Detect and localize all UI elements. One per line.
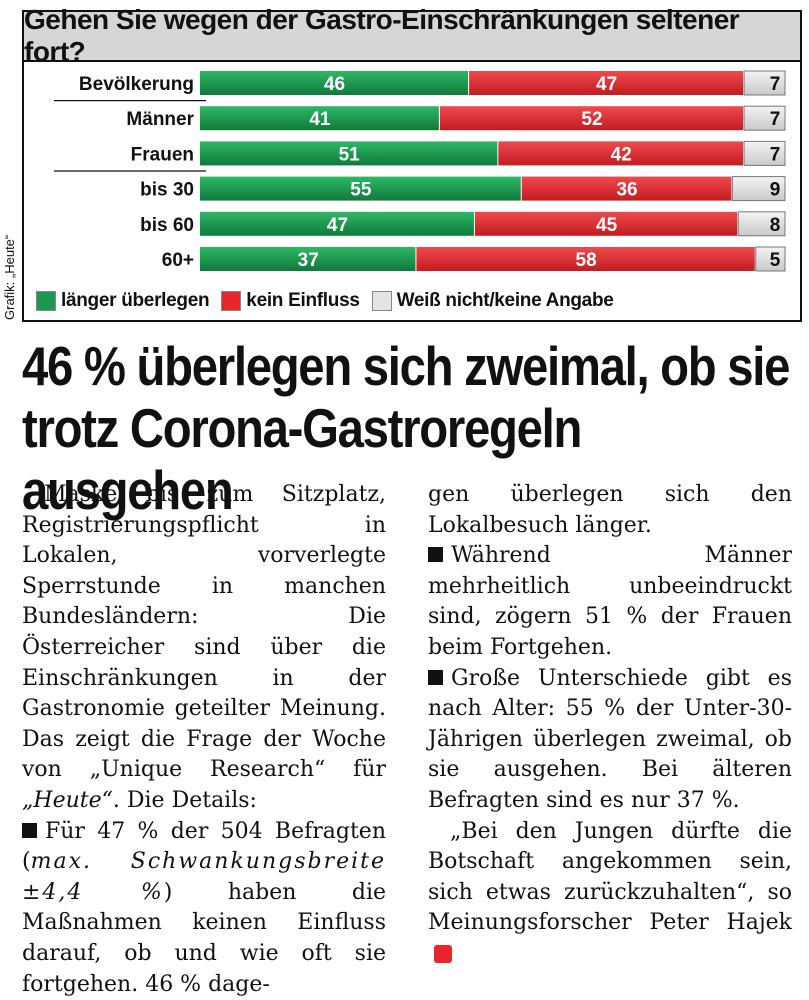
bullet-square-icon — [22, 822, 37, 838]
article-text: „Bei den Jungen dürfte die Botschaft ang… — [428, 818, 792, 936]
bar-segment — [439, 106, 744, 131]
bar-segment — [200, 106, 439, 131]
data-label: 58 — [576, 250, 597, 271]
chart-box: Gehen Sie wegen der Gastro-Einschränkung… — [22, 4, 802, 322]
bar-segment — [743, 140, 786, 166]
graphic-credit: Grafik: „Heute“ — [2, 234, 17, 320]
data-label: 42 — [611, 144, 632, 165]
bar-segment — [521, 176, 732, 201]
data-label: 55 — [350, 180, 372, 201]
bullet-square-icon — [428, 547, 443, 563]
article-paragraph: Für 47 % der 504 Befragten (max. Schwank… — [22, 817, 386, 1000]
bar-segment — [474, 211, 738, 236]
article-paragraph: „Bei den Jungen dürfte die Botschaft ang… — [428, 817, 792, 970]
article-text: Große Unterschiede gibt es nach Alter: 5… — [428, 665, 792, 813]
bar-segment — [200, 141, 498, 166]
headline-line-2: trotz Corona-Gastroregeln ausgehen — [22, 397, 582, 521]
legend-item-red: kein Einfluss — [221, 290, 360, 312]
data-label: 7 — [770, 109, 781, 130]
bar-segment — [200, 176, 521, 201]
data-label: 37 — [298, 250, 319, 271]
bar-segment — [200, 211, 474, 236]
legend-swatch-red — [221, 291, 242, 311]
data-label: 8 — [770, 215, 781, 236]
category-label: Männer — [126, 109, 194, 130]
bullet-square-icon — [428, 669, 443, 685]
data-label: 47 — [596, 74, 617, 95]
data-label: 36 — [616, 180, 637, 201]
data-label: 46 — [324, 74, 345, 95]
article-italic: max. Schwankungsbreite ±4,4 % — [22, 849, 386, 905]
category-label: Bevölkerung — [79, 74, 194, 95]
bar-segment — [731, 176, 786, 202]
bar-segment — [416, 247, 755, 271]
data-label: 52 — [581, 109, 602, 130]
bar-segment — [200, 71, 469, 95]
bar-segment — [200, 247, 416, 271]
legend-label: länger überlegen — [61, 290, 210, 311]
data-label: 51 — [339, 144, 361, 165]
bar-segment — [743, 105, 786, 131]
chart-title: Gehen Sie wegen der Gastro-Einschränkung… — [24, 4, 800, 67]
article-text: Während Männer mehrheitlich unbeeindruck… — [428, 543, 792, 660]
article-text: . Die Details: — [112, 787, 257, 813]
data-label: 7 — [770, 144, 781, 165]
bar-chart: Bevölkerung 46 47 7 Männer 41 52 7 Frauen 51 42 7 bi… — [54, 70, 786, 272]
bar-segment — [498, 141, 744, 166]
legend-label: Weiß nicht/keine Angabe — [396, 290, 614, 311]
article-text: Für 47 % der 504 Befragten ( — [22, 818, 386, 875]
data-label: 47 — [327, 215, 348, 236]
data-label: 7 — [770, 74, 781, 95]
legend-item-green: länger überlegen — [36, 290, 210, 312]
bar-segment — [743, 70, 786, 96]
article-column-right: gen überlegen sich den Lokalbesuch länge… — [428, 480, 792, 970]
article-paragraph: Während Männer mehrheitlich unbeeindruck… — [428, 541, 792, 663]
article-paragraph: gen überlegen sich den Lokalbesuch länge… — [428, 482, 792, 538]
legend: länger überlegen kein Einfluss Weiß nich… — [36, 288, 614, 314]
article-paragraph: Maske bis zum Sitzplatz, Registrierungsp… — [22, 480, 386, 817]
category-label: 60+ — [162, 250, 194, 271]
data-label: 5 — [770, 250, 781, 271]
article-paragraph: Große Unterschiede gibt es nach Alter: 5… — [428, 664, 792, 817]
bar-segment — [755, 246, 786, 272]
data-label: 45 — [596, 215, 618, 236]
bar-segment — [737, 211, 786, 237]
data-label: 41 — [309, 109, 331, 130]
legend-label: kein Einfluss — [246, 290, 360, 311]
category-label: bis 30 — [140, 180, 194, 201]
legend-swatch-green — [36, 291, 56, 311]
bar-segment — [469, 71, 744, 95]
legend-swatch-grey — [371, 291, 392, 311]
headline-line-1: 46 % überlegen sich zweimal, ob sie — [22, 335, 790, 397]
article-italic: „Heute“ — [22, 787, 113, 813]
heute-logo-icon: H — [434, 944, 466, 963]
category-label: Frauen — [131, 144, 194, 165]
headline: 46 % überlegen sich zweimal, ob sie trot… — [22, 335, 802, 521]
article-text: Maske bis zum Sitzplatz, Registrierungsp… — [22, 482, 386, 783]
category-label: bis 60 — [140, 215, 194, 236]
legend-item-grey: Weiß nicht/keine Angabe — [371, 290, 614, 312]
article-column-left: Maske bis zum Sitzplatz, Registrierungsp… — [22, 480, 386, 1000]
data-label: 9 — [770, 180, 781, 201]
